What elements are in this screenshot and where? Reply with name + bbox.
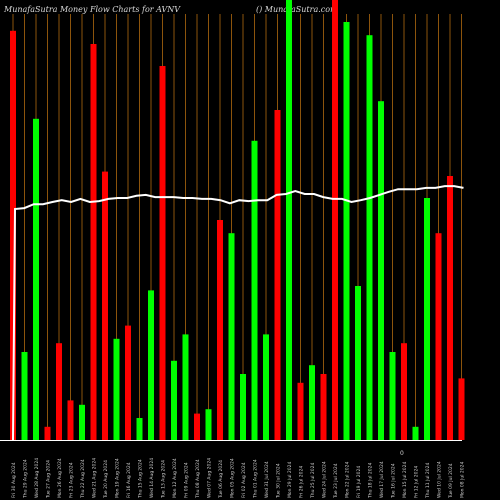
x-tick-label: Thu 18 Jul 2024 [368,463,374,499]
bar-16 [182,334,189,440]
bar-29 [332,0,338,440]
bar-39 [447,176,453,440]
bar-32 [366,35,373,440]
x-tick-label: Mon 05 Aug 2024 [230,458,236,498]
bar-13 [148,290,154,440]
x-tick-label: Tue 13 Aug 2024 [161,460,167,499]
x-tick-label: Tue 27 Aug 2024 [46,460,52,499]
x-tick-label: Thu 01 Aug 2024 [253,459,259,499]
x-tick-label: Fri 09 Aug 2024 [184,462,190,498]
x-tick-label: Tue 06 Aug 2024 [218,460,224,499]
bar-40 [458,378,465,440]
bar-9 [102,171,108,440]
bar-33 [378,101,384,440]
x-tick-label: Fri 30 Aug 2024 [11,462,17,498]
x-tick-label: Thu 22 Aug 2024 [80,459,86,499]
bar-21 [240,374,246,440]
bar-11 [125,325,131,440]
bar-4 [44,426,51,440]
x-tick-label: Fri 16 Aug 2024 [126,462,132,498]
axis: 0 [0,440,462,457]
x-tick-label: Mon 26 Aug 2024 [57,458,63,498]
bar-7 [79,404,85,440]
bar-26 [297,382,304,440]
bar-3 [33,118,39,441]
bar-37 [424,198,430,440]
money-flow-line [12,185,464,441]
bar-35 [401,343,407,440]
bar-25 [286,0,292,440]
x-tick-label: Fri 02 Aug 2024 [241,462,247,498]
bar-series [10,0,465,441]
bar-17 [194,413,200,440]
x-tick-label: Thu 08 Aug 2024 [195,459,201,499]
x-tick-label: Fri 12 Jul 2024 [414,466,420,498]
bar-10 [113,338,120,440]
x-tick-label: Wed 14 Aug 2024 [149,458,155,498]
bar-31 [355,286,361,440]
line-series [12,185,464,441]
bar-22 [251,140,258,441]
x-tick-label: Mon 29 Jul 2024 [287,461,293,498]
x-tick-label: Mon 08 Jul 2024 [460,461,466,498]
x-tick-label: Wed 21 Aug 2024 [92,458,98,498]
x-tick-label: Wed 10 Jul 2024 [437,461,443,498]
bar-36 [412,426,419,440]
x-tick-label: Fri 23 Aug 2024 [69,462,75,498]
bar-30 [343,22,350,440]
x-tick-label: Mon 19 Aug 2024 [115,458,121,498]
x-tick-label: Wed 07 Aug 2024 [207,458,213,498]
x-tick-label: Wed 31 Jul 2024 [264,461,270,498]
x-tick-label: Wed 17 Jul 2024 [379,461,385,498]
bar-12 [136,418,143,440]
x-tick-label: Fri 26 Jul 2024 [299,466,305,498]
bar-23 [263,334,269,440]
x-tick-label: Thu 11 Jul 2024 [425,463,431,499]
bar-15 [171,360,177,440]
bar-28 [320,374,327,440]
x-tick-label: Mon 22 Jul 2024 [345,461,351,498]
bar-1 [10,30,16,441]
x-tick-label: Tue 30 Jul 2024 [276,463,282,499]
bar-19 [217,220,223,440]
bar-38 [435,233,442,440]
bar-27 [309,365,315,440]
bar-2 [21,352,28,440]
x-tick-labels: Fri 30 Aug 2024 Thu 29 Aug 2024 Wed 28 Aug… [11,458,466,499]
x-tick-label: Thu 25 Jul 2024 [310,463,316,499]
x-tick-label: Wed 24 Jul 2024 [322,461,328,498]
x-tick-label: Thu 29 Aug 2024 [23,459,29,499]
zero-marker: 0 [400,450,404,457]
x-tick-label: Thu 15 Aug 2024 [138,459,144,499]
x-tick-label: Wed 28 Aug 2024 [34,458,40,498]
bar-14 [159,66,166,440]
bar-18 [205,409,212,440]
bar-34 [389,352,396,440]
bar-6 [67,400,74,440]
chart-title: MunafaSutra Money Flow Charts for AVNV [4,5,181,14]
bar-8 [90,44,97,440]
bar-20 [228,233,235,440]
x-tick-label: Tue 20 Aug 2024 [103,460,109,499]
x-tick-label: Mon 12 Aug 2024 [172,458,178,498]
bar-24 [274,110,281,440]
bar-5 [56,343,62,440]
x-tick-label: Tue 23 Jul 2024 [333,463,339,499]
x-tick-label: Tue 09 Jul 2024 [448,463,454,499]
x-tick-label: Mon 15 Jul 2024 [402,461,408,498]
x-tick-label: Tue 16 Jul 2024 [391,463,397,499]
x-tick-label: Fri 19 Jul 2024 [356,466,362,498]
site-watermark: () MunafaSutra.com [256,5,338,14]
